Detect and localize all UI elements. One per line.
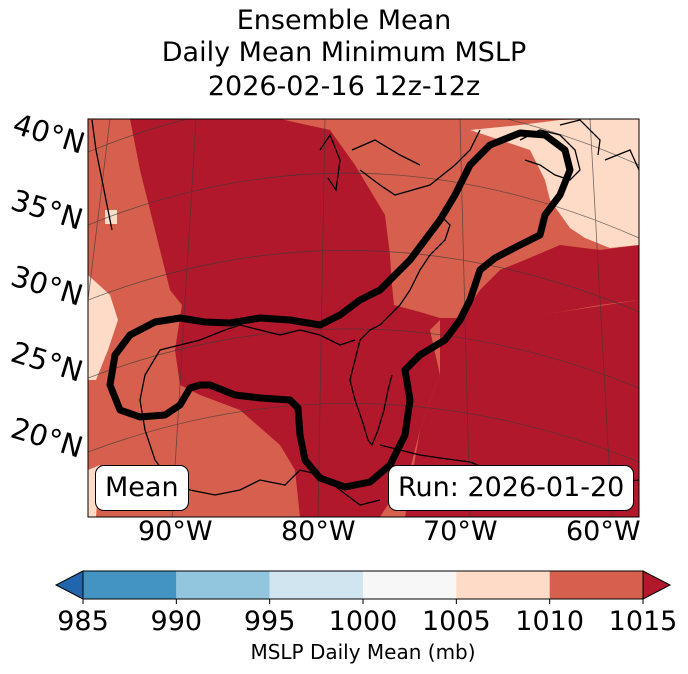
low-pressure-contour [106, 129, 574, 491]
field-central-trough [130, 119, 639, 517]
colorbar-tick-label: 985 [57, 606, 109, 637]
lon-label-60w: 60°W [566, 516, 641, 547]
field-pixel-patch [105, 210, 117, 224]
lon-label-80w: 80°W [281, 516, 356, 547]
lon-label-70w: 70°W [423, 516, 498, 547]
field-southern-atlantic [405, 300, 639, 517]
field-northeast-high [470, 119, 639, 248]
map-frame [87, 118, 640, 518]
colorbar-bin-1000 [363, 571, 457, 599]
colorbar-tick-label: 1000 [328, 606, 398, 637]
colorbar-bin-995 [269, 571, 363, 599]
title-line-2: Daily Mean Minimum MSLP [161, 37, 527, 68]
colorbar [54, 570, 672, 604]
colorbar-tick-label: 1005 [421, 606, 491, 637]
colorbar-label: MSLP Daily Mean (mb) [250, 640, 476, 664]
field-texas-edge [88, 275, 118, 380]
colorbar-bin-985 [83, 571, 177, 599]
run-date-badge: Run: 2026-01-20 [388, 465, 635, 511]
map-field [88, 119, 639, 517]
colorbar-under-arrow [54, 570, 84, 600]
colorbar-bin-990 [176, 571, 270, 599]
title-line-1: Ensemble Mean [236, 5, 452, 36]
colorbar-bin-1010 [549, 571, 643, 599]
colorbar-over-arrow [642, 570, 672, 600]
colorbar-tick-label: 1010 [515, 606, 585, 637]
colorbar-tick-label: 990 [150, 606, 203, 637]
gridlines [88, 119, 639, 517]
colorbar-tick-label: 1015 [608, 606, 678, 637]
lon-label-90w: 90°W [138, 516, 213, 547]
member-label-badge: Mean [95, 465, 189, 511]
colorbar-bin-1005 [456, 571, 550, 599]
colorbar-tick-label: 995 [243, 606, 296, 637]
title-line-3: 2026-02-16 12z-12z [207, 71, 481, 102]
